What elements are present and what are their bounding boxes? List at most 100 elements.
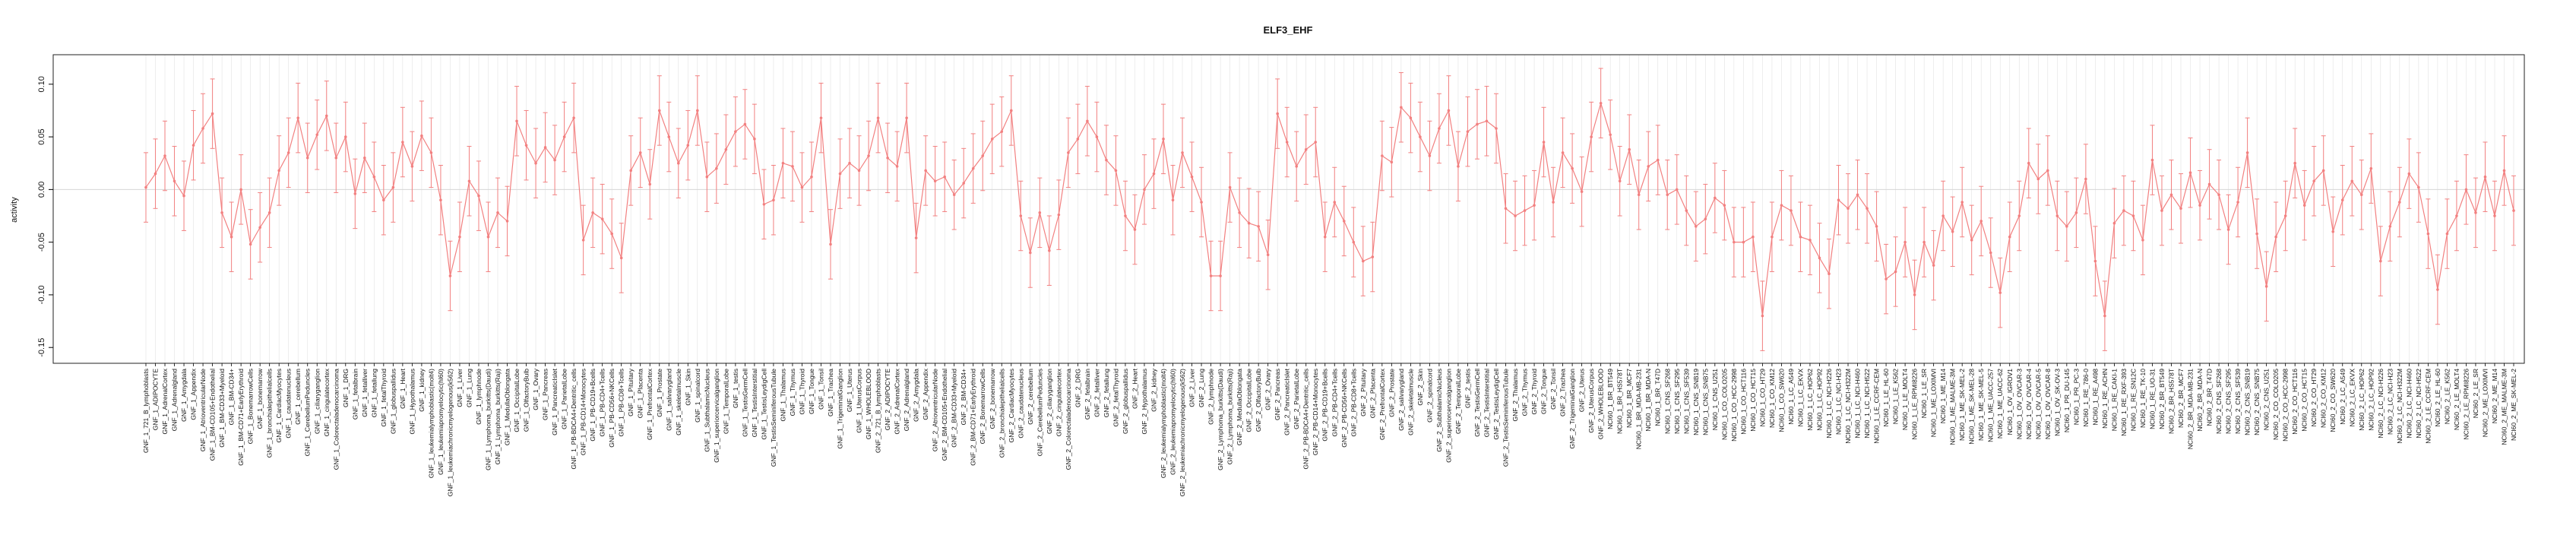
y-axis-label: activity: [10, 197, 19, 223]
x-tick-label: NCI60_2_CNS_SF539: [2234, 369, 2242, 434]
x-tick-label: NCI60_2_CNS_SF268: [2215, 369, 2223, 434]
x-tick-label: GNF_2_bonemarrow: [989, 368, 996, 429]
x-tick-label: GNF_1_UterusCorpus: [856, 369, 863, 433]
data-point: [420, 134, 423, 138]
data-point: [1771, 235, 1774, 239]
data-point: [324, 114, 328, 118]
x-tick-label: NCI60_2_ME_MALME-3M: [2500, 369, 2508, 445]
x-tick-label: GNF_1_cingulatecortex: [323, 368, 331, 436]
x-tick-label: GNF_1_testis: [732, 369, 739, 408]
data-point: [1438, 127, 1441, 130]
x-tick-label: NCI60_2_CO_COLO205: [2272, 369, 2280, 440]
data-point: [962, 182, 966, 185]
data-point: [1941, 214, 1945, 217]
x-tick-label: GNF_2_lymphnode: [1207, 369, 1215, 425]
x-tick-label: GNF_1_Lung: [465, 369, 473, 407]
x-tick-label: NCI60_2_CNS_SNB75: [2253, 369, 2261, 435]
x-tick-label: GNF_2_cerebellum: [1027, 369, 1034, 425]
data-point: [239, 188, 242, 192]
x-tick-label: NCI60_2_LE_RPMI8226: [2462, 369, 2470, 440]
data-point: [629, 169, 633, 173]
x-tick-label: GNF_2_Tongue: [1540, 369, 1548, 414]
x-tick-label: GNF_2_fetalliver: [1093, 369, 1100, 417]
x-tick-label: GNF_1_PB-CD14+Monocytes: [580, 369, 587, 455]
data-point: [753, 138, 756, 141]
data-point: [1457, 165, 1460, 168]
data-point: [638, 151, 642, 154]
data-point: [1647, 165, 1650, 168]
x-tick-label: GNF_1_Appendix: [190, 368, 198, 420]
data-point: [2036, 177, 2040, 181]
data-point: [1561, 151, 1565, 154]
x-tick-label: NCI60_1_BR_MCF7: [1625, 369, 1633, 428]
x-tick-label: GNF_2_bronchialepithelialcells: [998, 369, 1005, 458]
data-point: [914, 236, 918, 239]
x-tick-label: GNF_2_skeletalmuscle: [1407, 369, 1414, 435]
x-tick-label: GNF_1_fetalliver: [361, 369, 369, 417]
data-point: [296, 116, 300, 119]
data-point: [1752, 235, 1755, 239]
x-tick-label: NCI60_1_ME_SK-MEL-5: [1977, 369, 1985, 441]
data-point: [657, 109, 661, 112]
data-point: [1209, 274, 1213, 277]
x-tick-label: GNF_2_Placenta: [1369, 369, 1376, 418]
x-tick-label: NCI60_2_LE_CCRF-CEM: [2424, 369, 2432, 444]
x-tick-label: GNF_1_caudatenucleus: [285, 369, 293, 439]
x-tick-label: NCI60_1_LE_HL-60: [1882, 369, 1890, 427]
data-point: [1637, 193, 1641, 197]
x-tick-label: NCI60_2_BR_MDA-N: [2196, 369, 2204, 432]
x-tick-label: GNF_2_Thyroid: [1530, 369, 1538, 415]
data-point: [1979, 220, 1983, 223]
x-tick-label: NCI60_1_CO_KM12: [1768, 369, 1776, 428]
data-point: [1580, 190, 1584, 193]
data-point: [1951, 230, 1954, 233]
x-tick-label: GNF_1_Colorectaladenocarcinoma: [332, 369, 340, 470]
x-tick-label: NCI60_1_OV_IGROV1: [2006, 369, 2014, 435]
x-tick-label: NCI60_2_CO_SW620: [2329, 369, 2337, 432]
data-point: [1533, 204, 1536, 207]
x-tick-label: NCI60_1_CNS_SF295: [1673, 369, 1681, 434]
data-point: [229, 235, 233, 239]
x-tick-label: GNF_1_TestisGermCell: [741, 369, 748, 437]
x-tick-label: GNF_2_Pituitary: [1359, 368, 1367, 416]
data-point: [2017, 214, 2021, 217]
data-point: [2245, 151, 2249, 154]
x-tick-label: GNF_1_Adrenalgland: [171, 369, 179, 431]
data-point: [1190, 175, 1194, 179]
x-tick-label: NCI60_1_BR_MDA-MB-231: [1635, 369, 1643, 450]
x-tick-label: NCI60_1_RE_786-0: [2082, 369, 2090, 427]
x-tick-label: GNF_2_Liver: [1188, 369, 1196, 407]
data-point: [1742, 240, 1745, 244]
x-tick-label: GNF_1_OlfactoryBulb: [523, 369, 530, 432]
x-tick-label: GNF_2_Thymus: [1521, 369, 1529, 416]
data-point: [1932, 264, 1935, 267]
x-tick-label: NCI60_1_BR_BT549: [1606, 369, 1614, 429]
data-point: [943, 175, 946, 179]
x-tick-label: GNF_2_CerebellumPeduncles: [1036, 369, 1043, 456]
data-point: [600, 217, 604, 220]
x-tick-label: GNF_2_Hypothalamus: [1141, 369, 1148, 434]
x-tick-label: GNF_2_Trachea: [1559, 369, 1567, 416]
data-point: [334, 156, 338, 160]
x-tick-label: GNF_1_Heart: [399, 368, 407, 409]
y-tick-label: 0.10: [37, 76, 46, 92]
data-point: [524, 144, 528, 147]
x-tick-label: GNF_2_ciliaryganglion: [1046, 369, 1053, 434]
data-point: [2084, 177, 2087, 181]
data-point: [1143, 188, 1146, 192]
x-tick-label: NCI60_1_CO_HCT15: [1749, 369, 1757, 432]
x-tick-label: GNF_2_ParietalLobe: [1293, 369, 1300, 429]
data-point: [1704, 217, 1707, 220]
data-point: [543, 146, 547, 149]
x-tick-label: GNF_1_Tonsil: [818, 369, 825, 410]
x-tick-label: GNF_1_PrefrontalCortex: [646, 368, 653, 440]
data-point: [1818, 256, 1821, 260]
x-tick-label: NCI60_2_LC_A549: [2339, 369, 2347, 425]
x-tick-label: NCI60_1_OV_SK-OV-3: [2053, 369, 2061, 436]
x-tick-label: NCI60_1_LC_A549: [1787, 369, 1795, 425]
data-point: [1400, 106, 1403, 109]
x-tick-label: NCI60_2_BR_MDA-MB-231: [2187, 369, 2195, 450]
data-point: [2046, 169, 2049, 173]
x-tick-label: GNF_1_TestisInterstitial: [751, 369, 758, 437]
data-point: [1162, 138, 1165, 141]
